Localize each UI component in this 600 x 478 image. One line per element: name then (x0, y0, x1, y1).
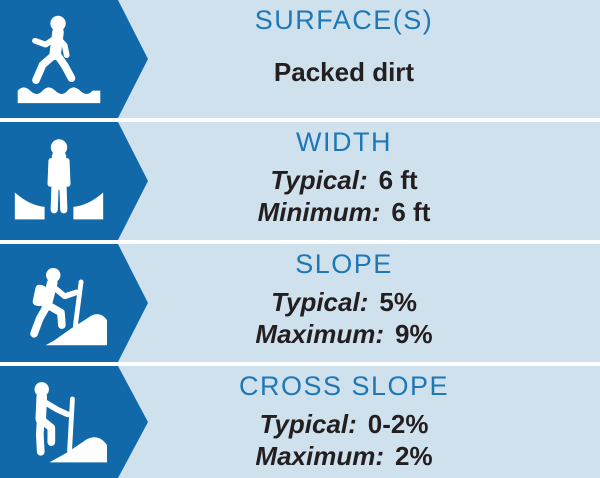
arrow-banner (0, 244, 148, 362)
arrow-banner (0, 366, 148, 478)
spec-line: Typical: 5% (271, 286, 417, 318)
hiker-cross-slope-icon (34, 382, 107, 463)
spec-value: 0-2% (367, 409, 429, 439)
width-content: WIDTH Typical: 6 ft Minimum: 6 ft (148, 122, 600, 240)
surface-content: SURFACE(S) Packed dirt (148, 0, 600, 118)
section-title: CROSS SLOPE (238, 371, 450, 401)
spec-value: 9% (395, 319, 433, 349)
spec-line: Maximum: 2% (255, 440, 432, 472)
spec-label: Minimum: (257, 197, 381, 227)
surface-row: SURFACE(S) Packed dirt (0, 0, 600, 118)
slope-row: SLOPE Typical: 5% Maximum: 9% (0, 244, 600, 362)
spec-label: Maximum: (255, 319, 384, 349)
spec-label: Typical: (259, 409, 357, 439)
spec-label: Typical: (271, 287, 369, 317)
arrow-banner (0, 122, 148, 240)
walking-person-icon (17, 15, 101, 104)
spec-value: 2% (395, 441, 433, 471)
spec-line: Maximum: 9% (255, 318, 432, 350)
cross-slope-content: CROSS SLOPE Typical: 0-2% Maximum: 2% (148, 366, 600, 478)
spec-value: Packed dirt (273, 57, 415, 87)
section-title: WIDTH (296, 127, 392, 157)
section-title: SLOPE (295, 249, 393, 279)
spec-label: Typical: (270, 165, 368, 195)
spec-value: 6 ft (391, 197, 431, 227)
spec-label: Maximum: (255, 441, 384, 471)
hiker-climbing-slope-icon (30, 267, 107, 346)
section-title: SURFACE(S) (254, 5, 434, 35)
arrow-banner (0, 0, 148, 118)
spec-line: Minimum: 6 ft (258, 196, 431, 228)
cross-slope-row: CROSS SLOPE Typical: 0-2% Maximum: 2% (0, 366, 600, 478)
spec-value: 6 ft (378, 165, 418, 195)
spec-line: Packed dirt (274, 56, 414, 88)
slope-content: SLOPE Typical: 5% Maximum: 9% (148, 244, 600, 362)
width-row: WIDTH Typical: 6 ft Minimum: 6 ft (0, 122, 600, 240)
spec-line: Typical: 0-2% (260, 408, 429, 440)
standing-person-trail-width-icon (14, 139, 104, 220)
spec-value: 5% (379, 287, 417, 317)
spec-line: Typical: 6 ft (270, 164, 417, 196)
